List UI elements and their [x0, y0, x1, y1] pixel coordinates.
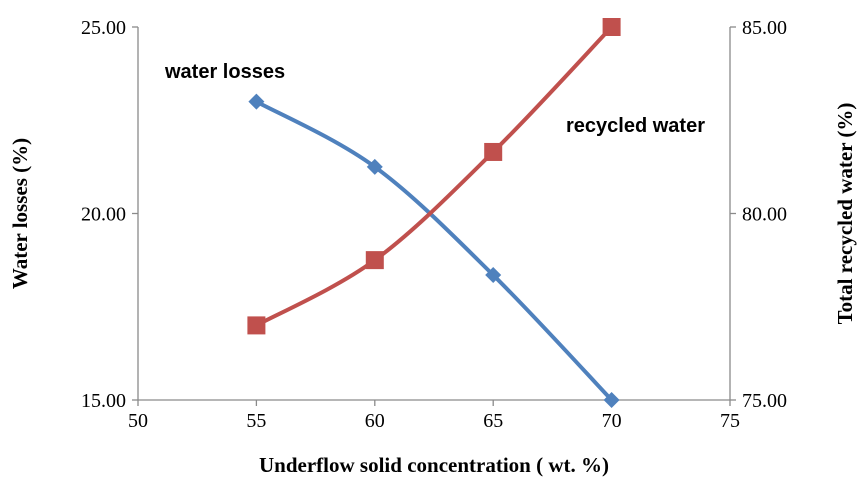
axes: [132, 26, 736, 406]
diamond-marker: [603, 392, 620, 408]
axis-titles: Underflow solid concentration ( wt. %) W…: [8, 103, 857, 477]
right-y-tick-label: 80.00: [742, 204, 787, 226]
x-tick-label: 65: [483, 410, 503, 432]
x-tick-label: 70: [602, 410, 622, 432]
x-tick-label: 75: [720, 410, 740, 432]
annotation-recycled-water: recycled water: [566, 115, 705, 137]
x-tick-label: 60: [365, 410, 385, 432]
left-y-tick-label: 15.00: [81, 390, 126, 412]
x-tick-label: 50: [128, 410, 148, 432]
series-line-0: [255, 99, 614, 402]
square-marker: [247, 316, 266, 335]
diamond-marker: [485, 267, 502, 284]
annotation-water-losses: water losses: [164, 61, 285, 83]
diamond-marker: [366, 158, 383, 175]
annotations: water losses recycled water: [164, 61, 705, 137]
left-y-tick-label: 25.00: [81, 17, 126, 39]
square-marker: [484, 142, 503, 161]
tick-labels: 50 55 60 65 70 75 15.00 20.00 25.00 75.00 80.00 85.…: [81, 17, 787, 432]
series-line-1: [255, 25, 614, 328]
series-group: [247, 18, 621, 408]
left-y-tick-label: 20.00: [81, 204, 126, 226]
x-axis-title: Underflow solid concentration ( wt. %): [259, 453, 609, 477]
left-y-axis-title: Water losses (%): [8, 138, 32, 289]
right-y-tick-label: 85.00: [742, 17, 787, 39]
diamond-marker: [248, 93, 265, 110]
square-marker: [602, 18, 621, 36]
right-y-axis-title: Total recycled water (%): [833, 103, 857, 325]
x-tick-label: 55: [246, 410, 266, 432]
square-marker: [365, 251, 384, 270]
right-y-tick-label: 75.00: [742, 390, 787, 412]
